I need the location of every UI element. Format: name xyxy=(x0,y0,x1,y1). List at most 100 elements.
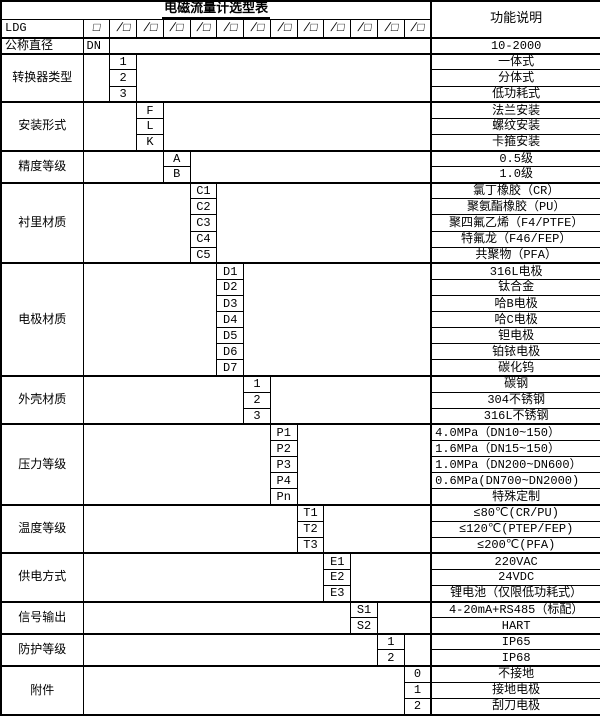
description-cell: 一体式 xyxy=(430,52,600,71)
model-code-box: /□ xyxy=(216,19,245,39)
code-cell: 2 xyxy=(403,697,432,716)
model-code-box: /□ xyxy=(376,19,405,39)
description-cell: 接地电极 xyxy=(430,681,600,699)
description-cell: 聚氨酯橡胶（PU） xyxy=(430,198,600,216)
description-cell: 锂电池（仅限低功耗式） xyxy=(430,584,600,603)
empty-cell xyxy=(82,181,191,264)
code-cell: 1 xyxy=(376,632,405,651)
description-cell: 220VAC xyxy=(430,552,600,570)
description-cell: 分体式 xyxy=(430,69,600,87)
checkbox-icon: /□ xyxy=(114,21,132,36)
code-cell: 2 xyxy=(376,649,405,667)
code-cell: C2 xyxy=(189,198,218,216)
category-label: 压力等级 xyxy=(0,423,84,506)
checkbox-icon: /□ xyxy=(248,21,266,36)
description-cell: 螺纹安装 xyxy=(430,117,600,135)
code-cell: 1 xyxy=(109,52,138,71)
model-code-box: /□ xyxy=(136,19,164,39)
code-cell: D1 xyxy=(216,262,245,280)
model-code-box: □ xyxy=(82,19,111,39)
code-cell: P2 xyxy=(269,439,298,458)
description-cell: IP65 xyxy=(430,632,600,651)
empty-cell xyxy=(323,503,432,554)
description-cell: 哈B电极 xyxy=(430,295,600,313)
description-cell: ≤200℃(PFA) xyxy=(430,536,600,554)
empty-cell xyxy=(376,600,432,635)
empty-cell xyxy=(82,600,352,635)
description-cell: 碳钢 xyxy=(430,375,600,393)
description-cell: 卡箍安装 xyxy=(430,133,600,152)
model-code-box: /□ xyxy=(403,19,432,39)
description-cell: 刮刀电极 xyxy=(430,697,600,716)
checkbox-icon: /□ xyxy=(275,21,292,36)
model-prefix-label: LDG xyxy=(0,19,84,39)
description-cell: 铂铱电极 xyxy=(430,343,600,361)
empty-cell xyxy=(216,181,432,264)
description-cell: 碳化钨 xyxy=(430,359,600,377)
description-cell: 氯丁橡胶（CR） xyxy=(430,181,600,200)
model-code-box: /□ xyxy=(350,19,378,39)
empty-cell xyxy=(82,149,164,184)
checkbox-icon: /□ xyxy=(409,21,426,36)
code-cell: S1 xyxy=(350,600,378,619)
code-cell: Pn xyxy=(269,488,298,506)
checkbox-icon: /□ xyxy=(195,21,212,36)
code-cell: DN xyxy=(82,36,111,55)
checkbox-icon: /□ xyxy=(355,21,373,36)
code-cell: E2 xyxy=(323,568,352,586)
description-cell: 共聚物（PFA） xyxy=(430,246,600,264)
empty-cell xyxy=(82,52,111,103)
category-label: 电极材质 xyxy=(0,262,84,377)
model-code-box: /□ xyxy=(243,19,271,39)
description-cell: 1.6MPa（DN15~150） xyxy=(430,439,600,458)
category-label: 供电方式 xyxy=(0,552,84,603)
description-cell: 法兰安装 xyxy=(430,101,600,119)
code-cell: D3 xyxy=(216,295,245,313)
category-label: 外壳材质 xyxy=(0,375,84,425)
description-cell: 4.0MPa（DN10~150） xyxy=(430,423,600,442)
checkbox-icon: /□ xyxy=(382,21,399,36)
code-cell: B xyxy=(162,166,191,184)
empty-cell xyxy=(350,552,432,603)
empty-cell xyxy=(136,52,432,103)
description-cell: 低功耗式 xyxy=(430,85,600,103)
code-cell: S2 xyxy=(350,617,378,635)
description-cell: 1.0级 xyxy=(430,166,600,184)
code-cell: C5 xyxy=(189,246,218,264)
checkbox-icon: /□ xyxy=(329,21,346,36)
empty-cell xyxy=(82,375,245,425)
description-cell: 316L不锈钢 xyxy=(430,407,600,425)
code-cell: E1 xyxy=(323,552,352,570)
empty-cell xyxy=(82,262,218,377)
model-code-box: /□ xyxy=(162,19,191,39)
code-cell: E3 xyxy=(323,584,352,603)
empty-cell xyxy=(403,632,432,667)
code-cell: C3 xyxy=(189,214,218,232)
category-label: 防护等级 xyxy=(0,632,84,667)
code-cell: 1 xyxy=(243,375,271,393)
code-cell: T1 xyxy=(296,503,325,522)
code-cell: 2 xyxy=(243,391,271,409)
checkbox-icon: □ xyxy=(91,21,101,36)
empty-cell xyxy=(82,503,298,554)
table-title: 电磁流量计选型表 xyxy=(0,0,432,21)
category-label: 转换器类型 xyxy=(0,52,84,103)
category-label: 公称直径 xyxy=(0,36,84,55)
checkbox-icon: /□ xyxy=(141,21,159,36)
checkbox-icon: /□ xyxy=(168,21,185,36)
empty-cell xyxy=(82,423,271,506)
description-cell: ≤120℃(PTEP/FEP) xyxy=(430,520,600,538)
description-cell: 4-20mA+RS485（标配） xyxy=(430,600,600,619)
code-cell: P4 xyxy=(269,472,298,490)
description-cell: 钽电极 xyxy=(430,327,600,345)
code-cell: P3 xyxy=(269,456,298,474)
model-code-box: /□ xyxy=(189,19,218,39)
empty-cell xyxy=(243,262,432,377)
code-cell: D6 xyxy=(216,343,245,361)
table-title-text: 电磁流量计选型表 xyxy=(162,2,271,19)
code-cell: D5 xyxy=(216,327,245,345)
description-cell: 304不锈钢 xyxy=(430,391,600,409)
description-cell: IP68 xyxy=(430,649,600,667)
